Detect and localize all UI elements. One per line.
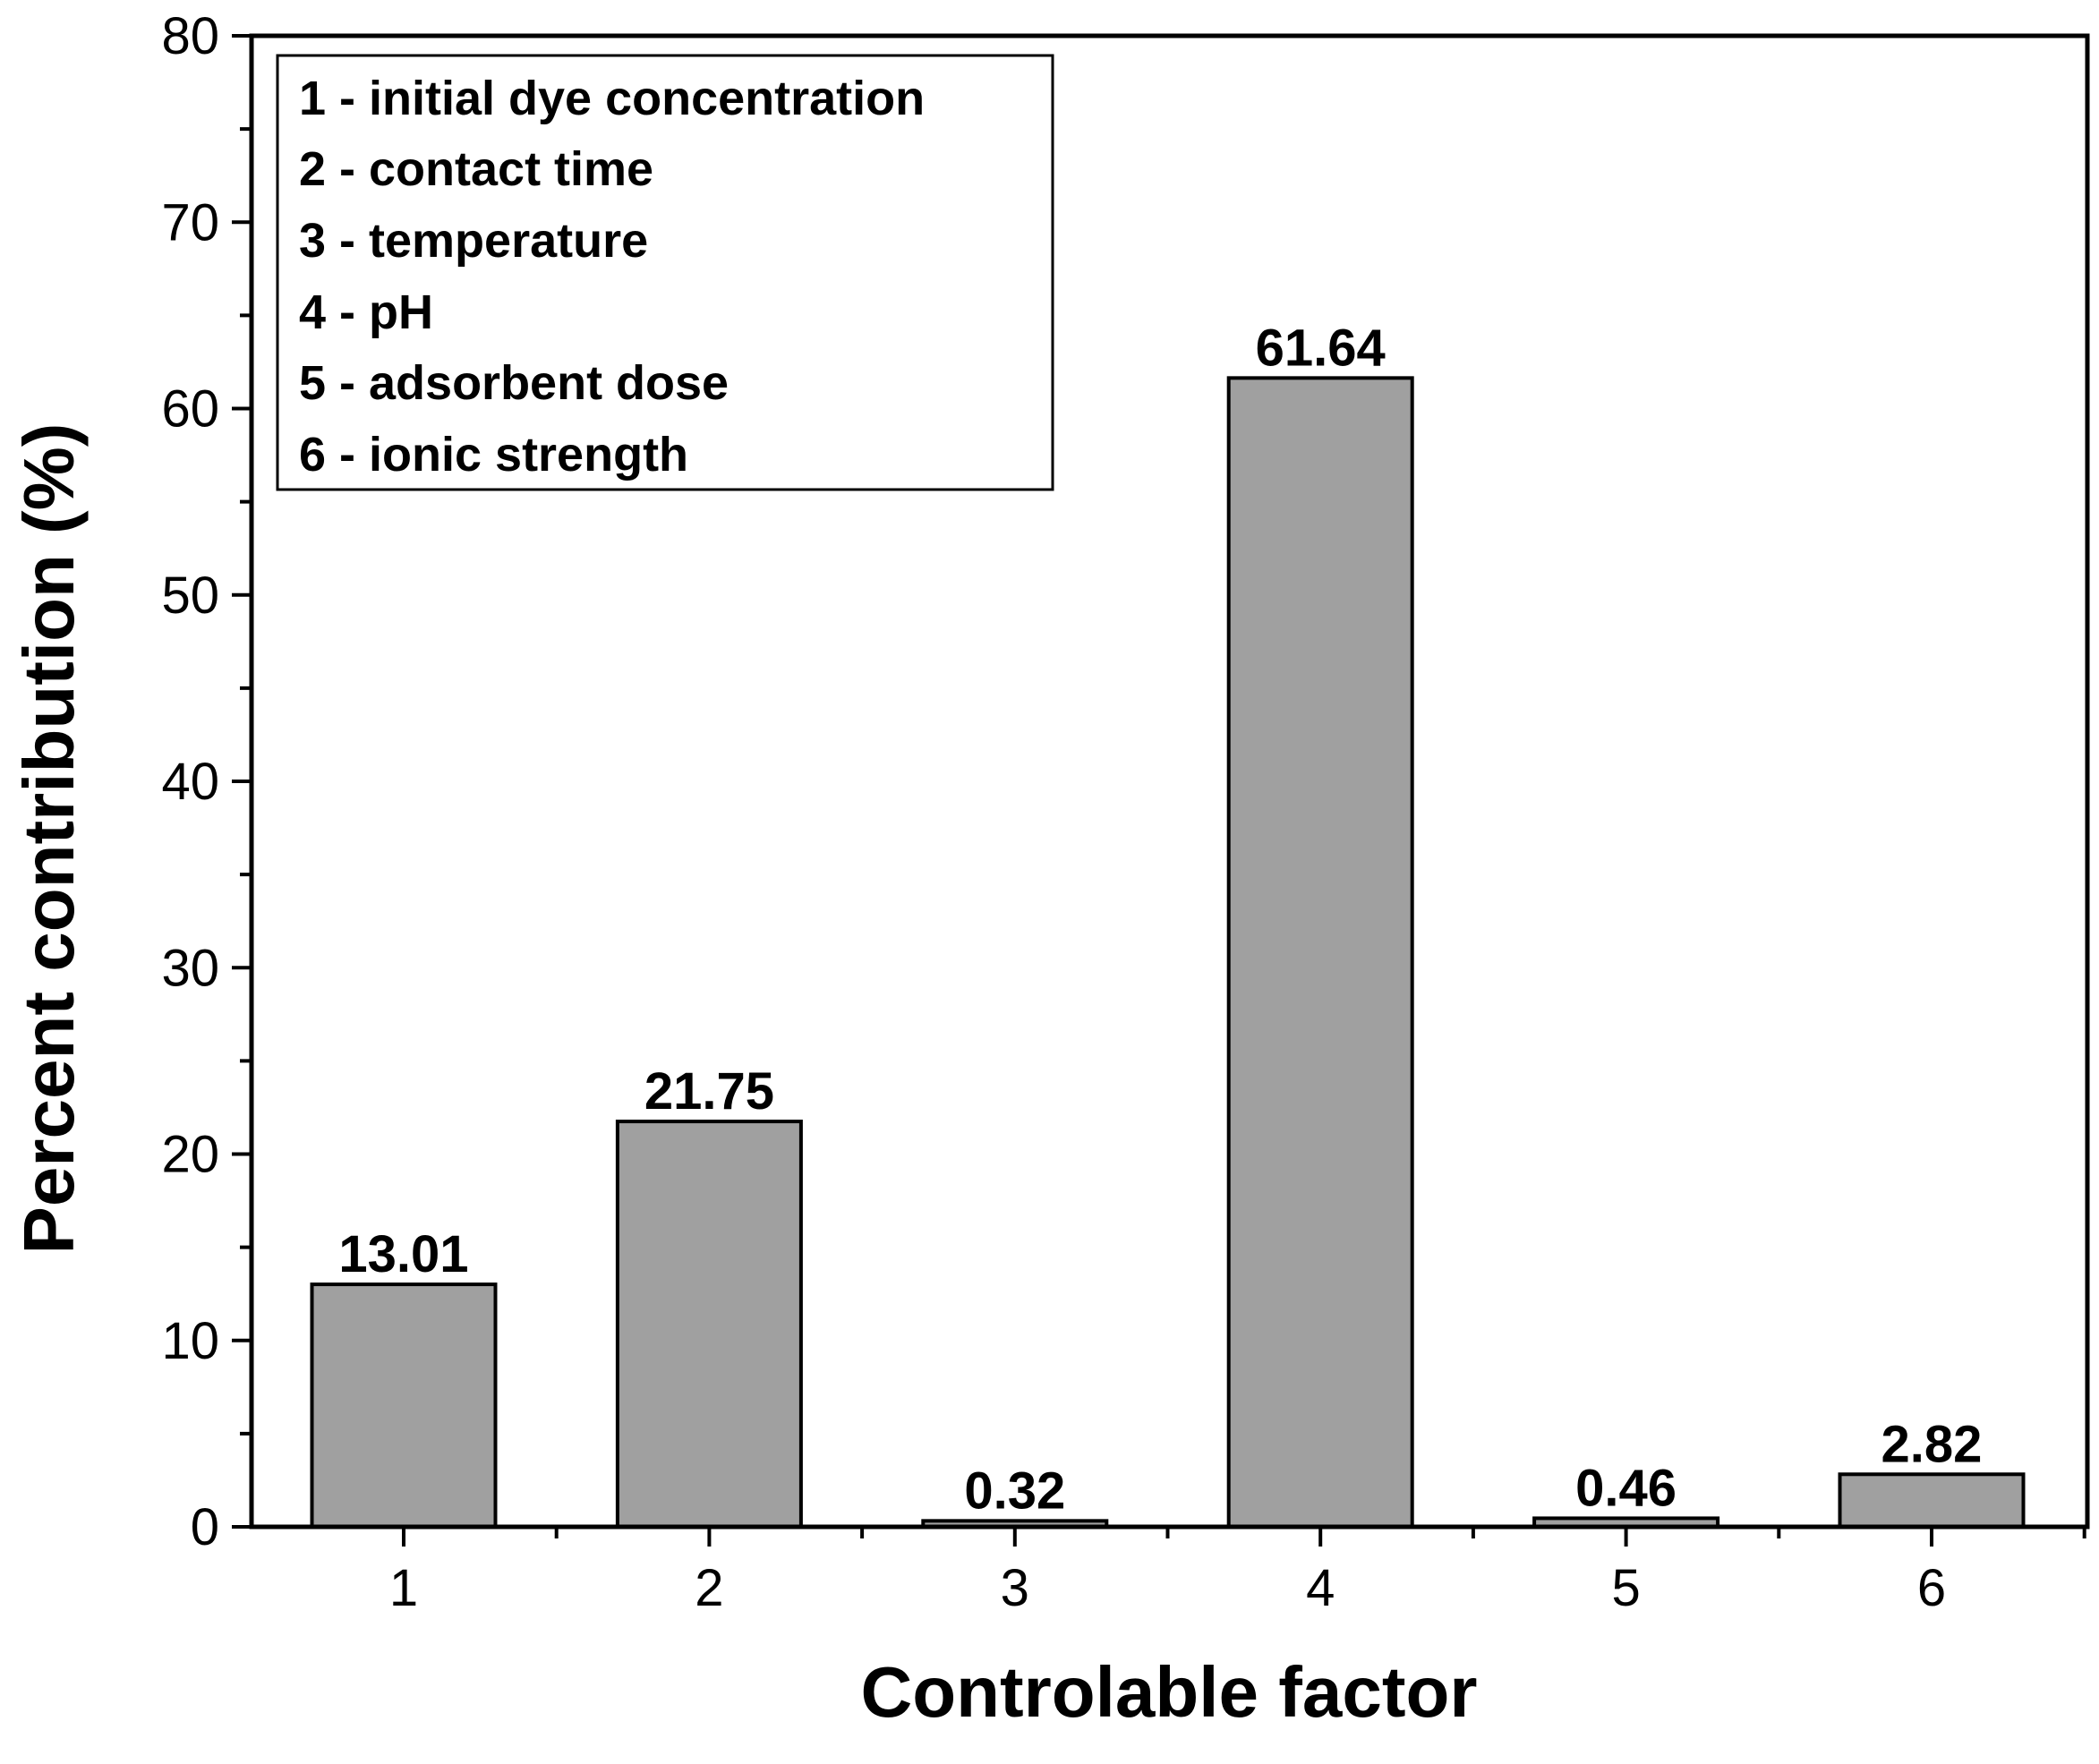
x-tick-label: 2 — [695, 1559, 723, 1617]
x-tick-label: 3 — [1001, 1559, 1029, 1617]
bar-value-label: 2.82 — [1881, 1415, 1983, 1473]
x-axis-title: Controlable factor — [861, 1652, 1478, 1732]
legend-entry: 5 - adsorbent dose — [299, 356, 729, 410]
y-tick-label: 10 — [161, 1312, 219, 1370]
y-tick-label: 30 — [161, 939, 219, 997]
y-axis: 0 10 20 30 40 50 60 70 80 — [161, 7, 252, 1556]
y-axis-title: Percent contribution (%) — [9, 423, 89, 1255]
bars-group — [310, 376, 2026, 1530]
x-tick-label: 6 — [1917, 1559, 1946, 1617]
legend-entry: 3 - temperature — [299, 214, 648, 268]
y-tick-label: 40 — [161, 753, 219, 811]
legend-box — [276, 54, 1054, 491]
bar-2 — [615, 1120, 803, 1530]
legend: 1 - initial dye concentration 2 - contac… — [276, 54, 1054, 491]
legend-entry: 2 - contact time — [299, 142, 653, 196]
legend-entry: 6 - ionic strength — [299, 428, 688, 481]
y-tick-label: 80 — [161, 7, 219, 65]
y-tick-label: 50 — [161, 567, 219, 625]
y-tick-label: 0 — [191, 1498, 219, 1556]
x-tick-label: 4 — [1306, 1559, 1335, 1617]
x-axis: 1 2 3 4 5 6 — [389, 1527, 2086, 1617]
y-tick-label: 20 — [161, 1126, 219, 1184]
bar-value-label: 0.32 — [964, 1461, 1065, 1520]
legend-entry: 1 - initial dye concentration — [299, 72, 925, 125]
bar-4 — [1226, 376, 1414, 1529]
bar-1 — [310, 1283, 498, 1530]
legend-entry: 4 - pH — [299, 285, 433, 339]
y-tick-label: 60 — [161, 380, 219, 439]
bar-6 — [1838, 1472, 2026, 1530]
bar-value-label: 13.01 — [338, 1225, 468, 1283]
x-tick-label: 5 — [1611, 1559, 1640, 1617]
y-tick-label: 70 — [161, 193, 219, 251]
bar-value-label: 61.64 — [1256, 319, 1386, 377]
bar-value-label: 0.46 — [1575, 1459, 1677, 1517]
bar-value-label: 21.75 — [644, 1062, 774, 1121]
bar-labels-group: 13.01 21.75 0.32 61.64 0.46 2.82 — [338, 319, 1982, 1520]
x-tick-label: 1 — [389, 1559, 418, 1617]
